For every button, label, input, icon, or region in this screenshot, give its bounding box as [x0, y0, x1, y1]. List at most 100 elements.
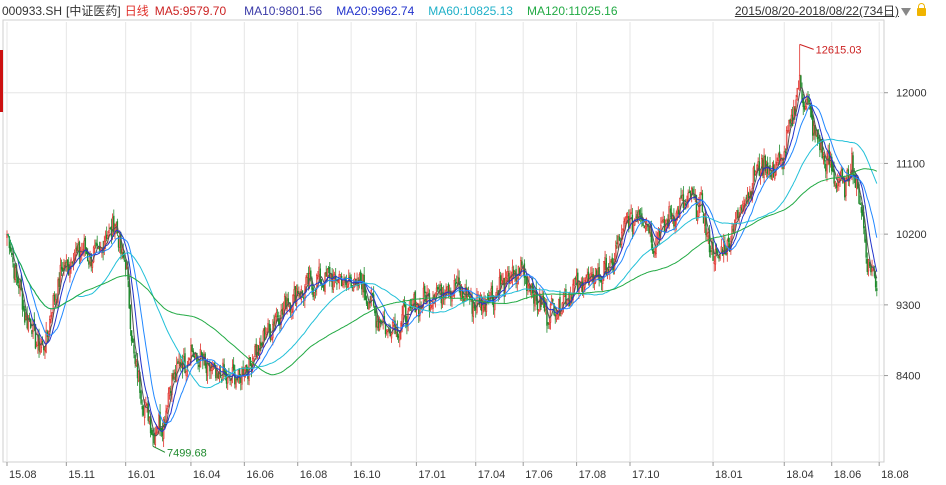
candle-body — [787, 130, 789, 132]
candle-body — [35, 344, 38, 346]
candle-body — [718, 255, 720, 259]
candle-body — [173, 373, 176, 378]
y-tick-label: 12000 — [896, 88, 927, 100]
candle-body — [32, 320, 34, 332]
candle-body — [97, 247, 100, 249]
candle-body — [599, 279, 602, 282]
candle-body — [53, 294, 56, 302]
candle-body — [282, 307, 285, 315]
candle-body — [111, 217, 114, 235]
candle-body — [146, 403, 148, 406]
candle-body — [630, 212, 632, 214]
candle-body — [215, 368, 217, 379]
candle-body — [574, 277, 577, 280]
candle-body — [71, 261, 73, 264]
candle-body — [527, 283, 529, 290]
candle-body — [200, 352, 203, 355]
candle-body — [210, 367, 212, 371]
candle-body — [867, 259, 870, 272]
candle-body — [816, 129, 819, 140]
candle-body — [826, 156, 828, 174]
candle-body — [521, 261, 523, 266]
x-tick-label: 17.04 — [478, 469, 506, 481]
candle-body — [628, 216, 630, 229]
candle-body — [154, 433, 157, 445]
candle-body — [441, 295, 444, 305]
candle-body — [734, 220, 737, 224]
candle-body — [785, 130, 788, 151]
candle-body — [860, 207, 863, 213]
lock-icon[interactable] — [917, 2, 926, 16]
candle-body — [287, 298, 289, 305]
candle-body — [653, 251, 655, 254]
candle-body — [31, 330, 33, 334]
candle-body — [793, 106, 795, 124]
candle-body — [755, 171, 757, 175]
candle-body — [784, 151, 787, 153]
candle-body — [337, 280, 339, 282]
candle-body — [855, 179, 858, 189]
x-tick-label: 17.10 — [632, 469, 660, 481]
candle-body — [327, 267, 330, 270]
candle-body — [457, 276, 459, 284]
candle-body — [27, 318, 30, 331]
candle-body — [52, 295, 54, 314]
candle-body — [346, 281, 349, 288]
candle-body — [533, 294, 535, 304]
candle-body — [669, 208, 672, 213]
candle-body — [844, 180, 846, 198]
triangle-down-icon[interactable] — [901, 7, 911, 16]
candle-body — [607, 269, 610, 272]
candle-body — [185, 371, 187, 376]
ma10-line — [6, 95, 878, 433]
candle-body — [318, 266, 320, 275]
candle-body — [312, 287, 314, 298]
candle-body — [846, 170, 848, 180]
candle-body — [66, 259, 69, 266]
candle-body — [575, 275, 578, 280]
candle-body — [648, 226, 650, 234]
candle-body — [615, 245, 617, 263]
candle-body — [378, 319, 381, 330]
candle-body — [545, 306, 547, 310]
candle-body — [776, 162, 778, 166]
candle-body — [775, 161, 777, 176]
candle-body — [740, 207, 743, 211]
candle-body — [365, 296, 368, 304]
candle-body — [581, 281, 584, 292]
candle-body — [13, 263, 15, 279]
candle-body — [657, 229, 660, 238]
candle-body — [605, 257, 607, 276]
candle-body — [831, 156, 833, 172]
candle-body — [209, 365, 211, 372]
candle-body — [530, 283, 533, 293]
candle-body — [600, 279, 603, 283]
candle-body — [260, 343, 262, 346]
candle-body — [743, 203, 745, 206]
candle-body — [141, 405, 143, 410]
candle-body — [273, 321, 275, 325]
candle-body — [96, 243, 98, 246]
x-axis: 15.08 15.11 16.01 16.04 16.06 16.08 16.10 17.01… — [6, 462, 909, 481]
candle-body — [753, 169, 756, 176]
candle-body — [9, 246, 12, 252]
x-tick-label: 17.01 — [418, 469, 446, 481]
candle-body — [491, 285, 494, 300]
candle-body — [25, 316, 27, 320]
candle-body — [123, 260, 126, 262]
candle-body — [505, 277, 508, 282]
candle-body — [57, 279, 59, 303]
candle-body — [75, 247, 77, 256]
candle-body — [263, 327, 266, 340]
candle-body — [709, 250, 712, 252]
candle-body — [408, 306, 410, 311]
candle-body — [339, 274, 342, 278]
candle-body — [305, 277, 307, 285]
candle-body — [688, 191, 691, 194]
candle-body — [768, 167, 770, 175]
candle-body — [274, 316, 276, 326]
candle-body — [386, 330, 388, 333]
period-label[interactable]: 日线 — [124, 4, 149, 18]
x-tick-label: 16.08 — [300, 469, 328, 481]
